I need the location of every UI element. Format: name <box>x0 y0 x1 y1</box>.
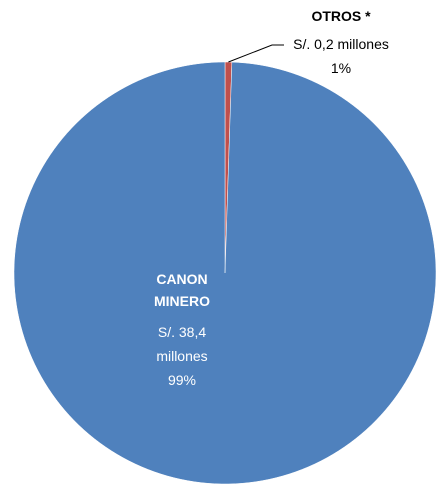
otros-leader-line <box>228 44 284 63</box>
otros-name-label: OTROS * <box>311 8 371 24</box>
canon-value-label-line2: millones <box>156 348 207 364</box>
pie-slice-canon-minero <box>13 61 437 485</box>
canon-name-label-line2: MINERO <box>154 293 210 309</box>
otros-percent-label: 1% <box>331 60 351 76</box>
pie-slices <box>13 61 437 485</box>
canon-percent-label: 99% <box>168 372 196 388</box>
otros-value-label: S/. 0,2 millones <box>293 36 389 52</box>
canon-name-label-line1: CANON <box>156 271 207 287</box>
canon-value-label-line1: S/. 38,4 <box>158 324 206 340</box>
